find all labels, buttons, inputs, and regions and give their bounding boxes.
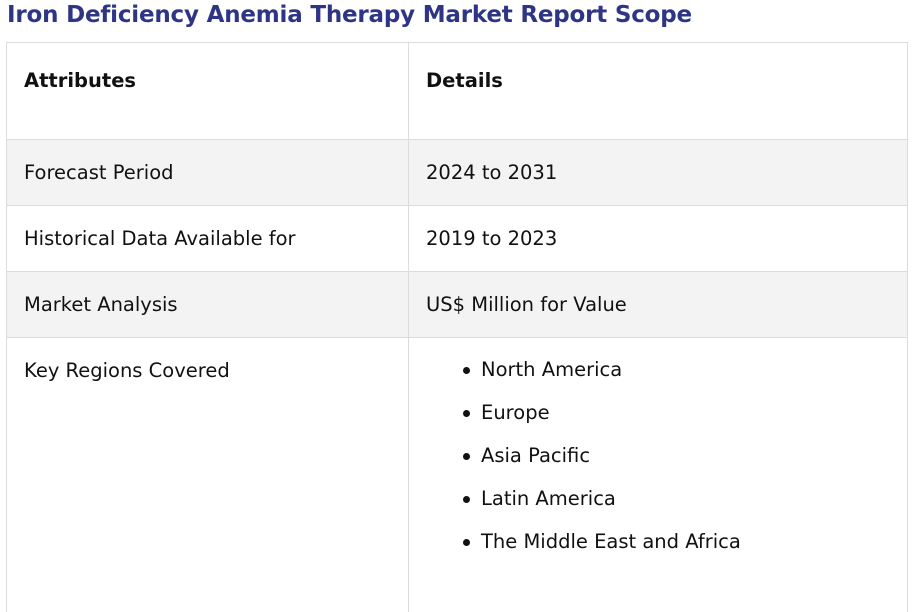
detail-cell: North America Europe Asia Pacific Latin … [408,337,908,612]
detail-cell: US$ Million for Value [408,271,908,338]
region-item-asia-pacific: Asia Pacific [463,445,907,466]
region-item-middle-east-africa: The Middle East and Africa [463,531,907,552]
region-item-europe: Europe [463,402,907,423]
table-row-historical-data: Historical Data Available for 2019 to 20… [6,205,908,272]
table-header-row: Attributes Details [6,42,908,140]
table-row-market-analysis: Market Analysis US$ Million for Value [6,271,908,338]
table-row-key-regions: Key Regions Covered North America Europe… [6,337,908,612]
column-header-details: Details [408,42,908,140]
attribute-cell: Forecast Period [6,139,409,206]
attribute-cell: Market Analysis [6,271,409,338]
detail-cell: 2024 to 2031 [408,139,908,206]
attribute-cell: Historical Data Available for [6,205,409,272]
page-title: Iron Deficiency Anemia Therapy Market Re… [7,2,692,28]
detail-cell: 2019 to 2023 [408,205,908,272]
column-header-attributes: Attributes [6,42,409,140]
report-scope-table: Attributes Details Forecast Period 2024 … [6,42,908,612]
regions-list: North America Europe Asia Pacific Latin … [426,359,907,552]
region-item-north-america: North America [463,359,907,380]
attribute-cell: Key Regions Covered [6,337,409,612]
region-item-latin-america: Latin America [463,488,907,509]
table-row-forecast-period: Forecast Period 2024 to 2031 [6,139,908,206]
